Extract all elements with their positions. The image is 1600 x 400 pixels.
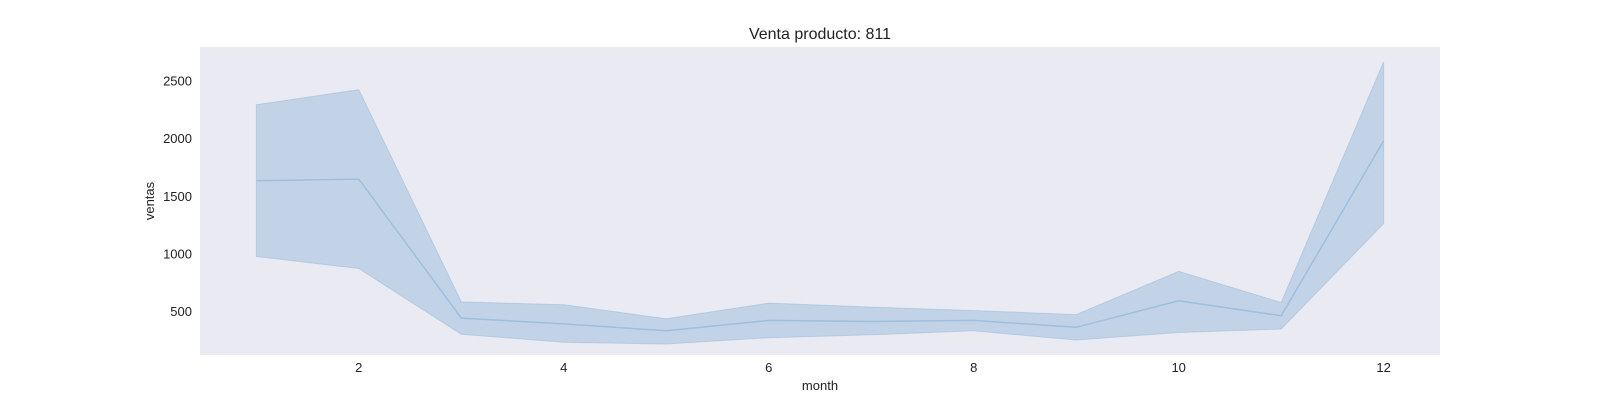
x-tick-label: 2 <box>355 360 362 375</box>
y-tick-label: 2000 <box>163 131 192 146</box>
y-axis-label: ventas <box>142 181 157 220</box>
x-tick-label: 4 <box>560 360 567 375</box>
y-tick-label: 1000 <box>163 247 192 262</box>
x-tick-label: 6 <box>765 360 772 375</box>
y-tick-label: 2500 <box>163 74 192 89</box>
x-tick-label: 10 <box>1171 360 1185 375</box>
chart-title: Venta producto: 811 <box>749 26 891 43</box>
confidence-band-0 <box>255 61 1385 345</box>
x-axis-label: month <box>802 378 838 393</box>
x-tick-label: 12 <box>1376 360 1390 375</box>
series-line-0 <box>256 140 1385 332</box>
y-tick-label: 500 <box>170 304 192 319</box>
y-tick-label: 1500 <box>163 189 192 204</box>
x-tick-label: 8 <box>970 360 977 375</box>
